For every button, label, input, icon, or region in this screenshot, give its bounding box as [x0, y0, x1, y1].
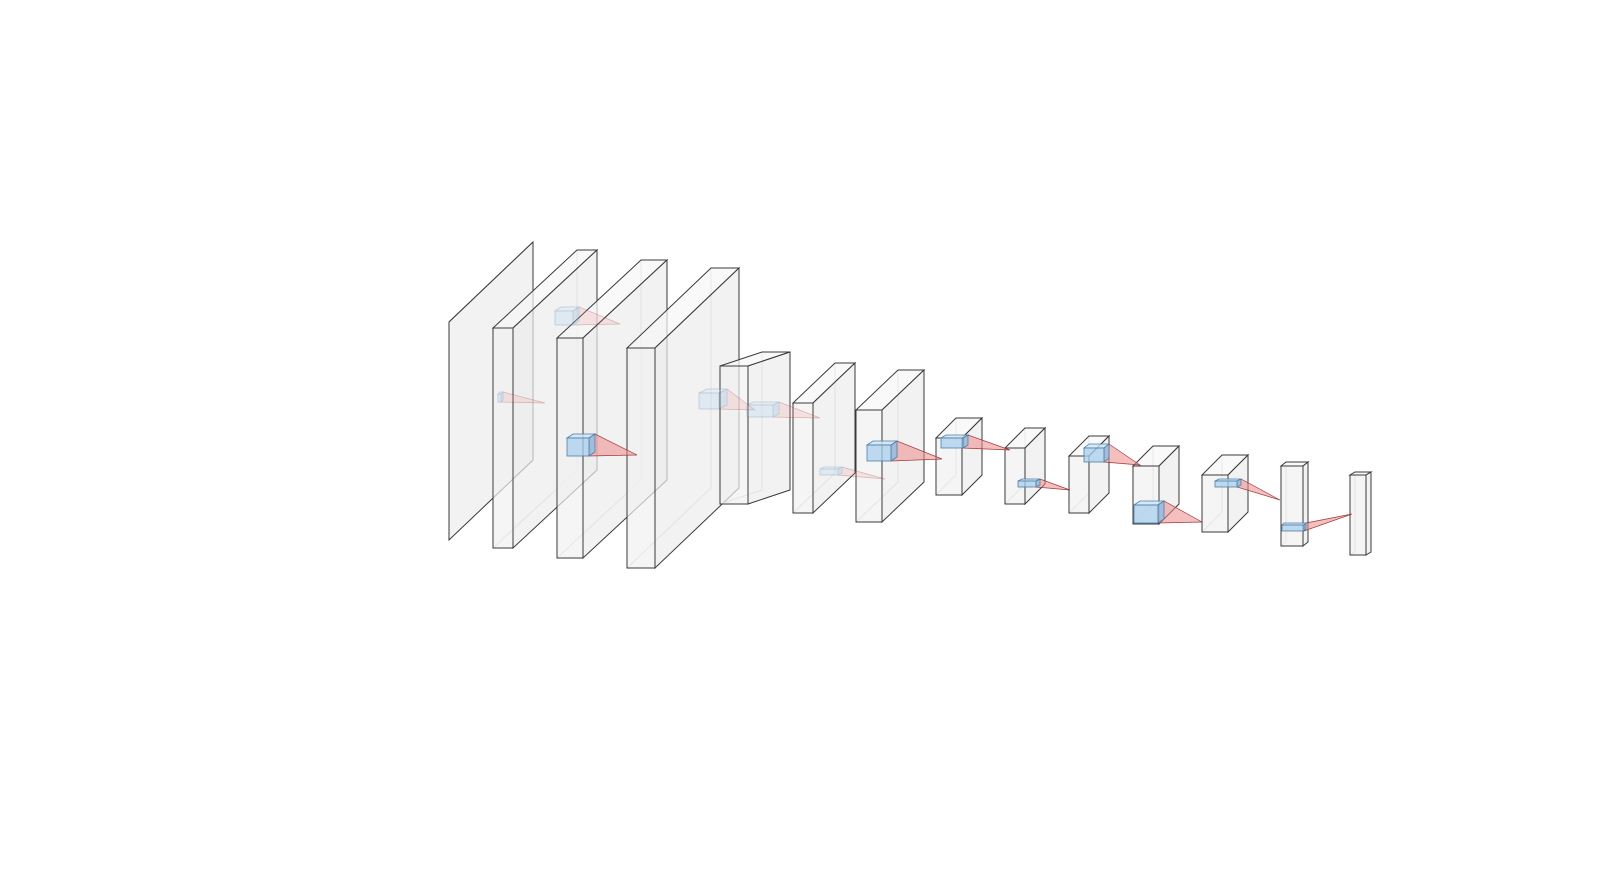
conv-layer-block	[1200, 453, 1250, 534]
kernel-connection	[746, 401, 821, 419]
kernel-connection	[698, 388, 757, 411]
kernel-cube-front	[698, 392, 720, 410]
conv-layer-block	[1279, 460, 1310, 548]
kernel-cube-front	[819, 468, 839, 476]
kernel-cube-front	[497, 393, 502, 403]
layer-side-face	[747, 351, 791, 505]
layer-front-face	[855, 409, 883, 523]
kernel-cube-side	[588, 433, 596, 457]
layer-blocks	[448, 240, 1373, 570]
layer-front-face	[1068, 455, 1090, 514]
kernel-cube-front	[746, 404, 774, 418]
kernel-connection	[819, 466, 886, 480]
kernel-cube-side	[837, 466, 843, 476]
conv-layer-block	[625, 266, 741, 570]
conv-layer-block	[1348, 471, 1373, 556]
projection-cone	[772, 401, 821, 419]
kernel-cube-front	[1281, 524, 1305, 532]
kernel-cube-side	[572, 306, 580, 326]
kernel-cube-front	[1017, 480, 1037, 488]
conv-layer-block	[719, 351, 791, 505]
kernel-cube-front	[566, 437, 590, 457]
kernel-cube-top	[553, 306, 581, 312]
kernel-connection	[565, 433, 638, 457]
layer-front-face	[1201, 474, 1229, 533]
projection-cone	[1303, 513, 1353, 532]
layer-front-face	[1349, 474, 1367, 556]
kernel-cube-side	[772, 401, 780, 418]
kernel-cube-side	[718, 388, 728, 410]
kernel-cube-front	[1133, 504, 1159, 524]
projection-cone	[837, 466, 886, 480]
layer-front-face	[792, 402, 814, 514]
projection-cone	[962, 434, 1011, 451]
projection-cone	[718, 388, 757, 411]
layer-front-face	[1004, 447, 1026, 505]
kernel-cube-side	[890, 440, 898, 462]
kernel-cube-side	[1157, 500, 1165, 524]
layer-front-face	[626, 347, 656, 569]
kernel-cube-front	[554, 310, 574, 326]
layer-front-face	[492, 327, 514, 549]
conv-layer-block	[791, 361, 857, 515]
kernel-cube-top	[698, 388, 728, 394]
kernel-connection	[865, 440, 943, 462]
conv-layer-block	[934, 416, 984, 497]
kernel-connection	[1214, 478, 1281, 501]
kernel-cube-front	[940, 437, 964, 449]
layer-side-face	[1302, 460, 1309, 548]
kernel-cube-top	[819, 466, 843, 470]
kernel-cube-top	[497, 391, 504, 395]
kernel-cube-front	[1083, 447, 1105, 463]
kernel-connection	[939, 434, 1011, 451]
kernel-cube-top	[746, 401, 780, 406]
kernel-cube-front	[866, 444, 892, 462]
kernel-connection	[1082, 443, 1142, 466]
kernel-connection	[1017, 478, 1071, 491]
projection-cone	[1157, 500, 1204, 524]
kernel-cube-front	[1214, 480, 1238, 488]
projection-cone	[572, 306, 621, 326]
layer-front-face	[719, 365, 749, 505]
layer-front-face	[1280, 465, 1304, 547]
kernel-connection	[1132, 500, 1204, 524]
kernel-connection	[497, 391, 546, 404]
kernel-connection	[1281, 513, 1353, 532]
kernel-connection	[553, 306, 621, 326]
layer-side-face	[1365, 471, 1372, 556]
projection-cone	[500, 391, 546, 404]
conv-layer-block	[1003, 426, 1047, 506]
kernel-cube-side	[500, 391, 504, 403]
kernel-connections	[497, 306, 1353, 532]
